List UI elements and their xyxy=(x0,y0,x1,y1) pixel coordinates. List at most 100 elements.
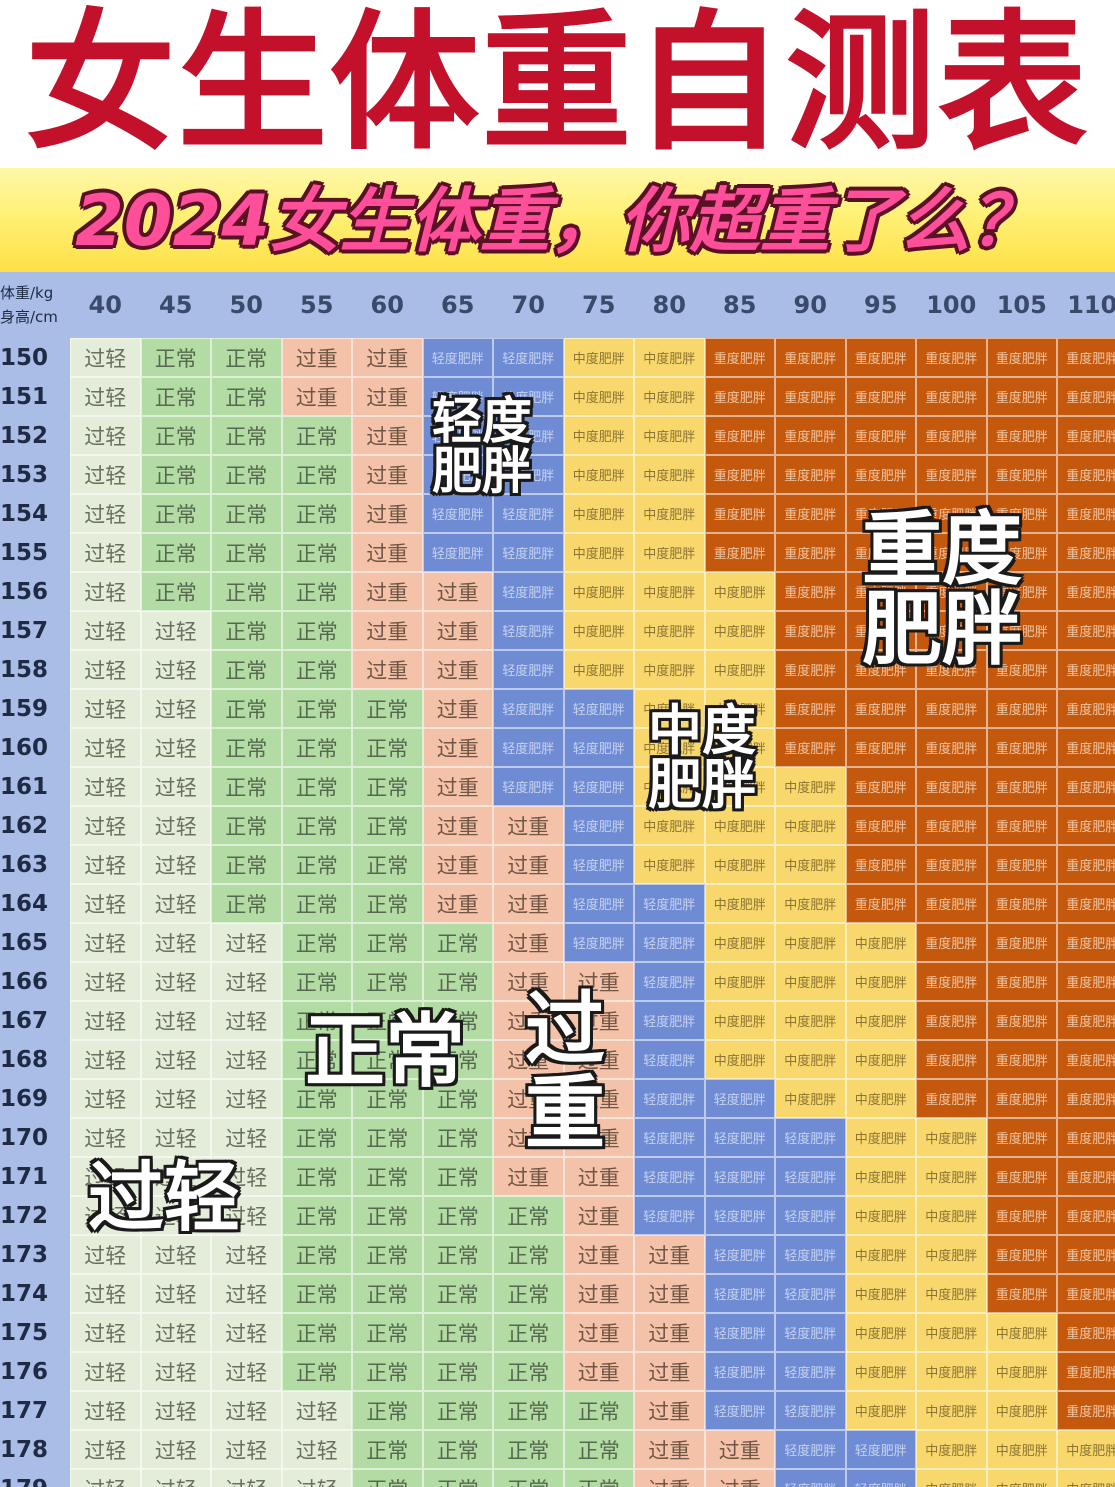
table-cell-mild-obese: 轻度肥胖 xyxy=(493,728,564,767)
table-cell-severe-obese: 重度肥胖 xyxy=(1057,1196,1115,1235)
table-cell-severe-obese: 重度肥胖 xyxy=(1057,767,1115,806)
weight-header-70: 70 xyxy=(493,272,564,338)
table-cell-moderate-obese: 中度肥胖 xyxy=(916,1352,987,1391)
table-cell-severe-obese: 重度肥胖 xyxy=(986,455,1057,494)
height-label-174: 174 xyxy=(0,1274,70,1313)
table-cell-severe-obese: 重度肥胖 xyxy=(1057,533,1115,572)
table-cell-moderate-obese: 中度肥胖 xyxy=(845,1157,916,1196)
table-cell-overweight: 过重 xyxy=(493,962,564,1001)
table-cell-moderate-obese: 中度肥胖 xyxy=(775,767,846,806)
table-cell-moderate-obese: 中度肥胖 xyxy=(634,806,705,845)
table-cell-moderate-obese: 中度肥胖 xyxy=(704,962,775,1001)
table-cell-underweight: 过轻 xyxy=(70,611,141,650)
height-label-163: 163 xyxy=(0,845,70,884)
table-cell-underweight: 过轻 xyxy=(140,1391,211,1430)
table-cell-severe-obese: 重度肥胖 xyxy=(986,806,1057,845)
table-cell-overweight: 过重 xyxy=(493,806,564,845)
table-cell-underweight: 过轻 xyxy=(70,1001,141,1040)
table-cell-overweight: 过重 xyxy=(422,689,493,728)
table-cell-moderate-obese: 中度肥胖 xyxy=(916,1235,987,1274)
table-cell-mild-obese: 轻度肥胖 xyxy=(775,1430,846,1469)
table-cell-severe-obese: 重度肥胖 xyxy=(916,1040,987,1079)
table-cell-severe-obese: 重度肥胖 xyxy=(845,884,916,923)
table-cell-severe-obese: 重度肥胖 xyxy=(986,1235,1057,1274)
table-cell-normal: 正常 xyxy=(352,1118,423,1157)
table-cell-normal: 正常 xyxy=(281,884,352,923)
table-cell-severe-obese: 重度肥胖 xyxy=(916,572,987,611)
height-label-168: 168 xyxy=(0,1040,70,1079)
table-cell-underweight: 过轻 xyxy=(140,923,211,962)
table-cell-underweight: 过轻 xyxy=(70,1391,141,1430)
table-cell-normal: 正常 xyxy=(211,767,282,806)
table-cell-underweight: 过轻 xyxy=(140,1118,211,1157)
table-cell-severe-obese: 重度肥胖 xyxy=(1057,1001,1115,1040)
table-cell-severe-obese: 重度肥胖 xyxy=(1057,338,1115,377)
table-cell-overweight: 过重 xyxy=(563,1196,634,1235)
table-cell-mild-obese: 轻度肥胖 xyxy=(845,1469,916,1487)
table-cell-overweight: 过重 xyxy=(634,1352,705,1391)
table-cell-normal: 正常 xyxy=(281,572,352,611)
table-cell-normal: 正常 xyxy=(422,1001,493,1040)
table-cell-normal: 正常 xyxy=(352,1313,423,1352)
table-cell-normal: 正常 xyxy=(281,1352,352,1391)
table-cell-normal: 正常 xyxy=(211,338,282,377)
table-cell-moderate-obese: 中度肥胖 xyxy=(634,533,705,572)
table-cell-moderate-obese: 中度肥胖 xyxy=(704,884,775,923)
subtitle-band xyxy=(0,168,1115,272)
table-cell-normal: 正常 xyxy=(140,377,211,416)
table-cell-normal: 正常 xyxy=(493,1196,564,1235)
table-cell-severe-obese: 重度肥胖 xyxy=(916,806,987,845)
table-cell-normal: 正常 xyxy=(352,806,423,845)
table-cell-underweight: 过轻 xyxy=(70,1196,141,1235)
table-cell-severe-obese: 重度肥胖 xyxy=(704,455,775,494)
table-cell-underweight: 过轻 xyxy=(211,962,282,1001)
table-cell-severe-obese: 重度肥胖 xyxy=(916,494,987,533)
table-cell-severe-obese: 重度肥胖 xyxy=(1057,962,1115,1001)
table-cell-overweight: 过重 xyxy=(493,1001,564,1040)
table-cell-overweight: 过重 xyxy=(563,1274,634,1313)
table-cell-mild-obese: 轻度肥胖 xyxy=(704,1352,775,1391)
table-cell-normal: 正常 xyxy=(493,1274,564,1313)
table-cell-moderate-obese: 中度肥胖 xyxy=(845,1001,916,1040)
table-cell-moderate-obese: 中度肥胖 xyxy=(916,1391,987,1430)
table-cell-overweight: 过重 xyxy=(352,650,423,689)
table-cell-moderate-obese: 中度肥胖 xyxy=(775,1001,846,1040)
table-cell-normal: 正常 xyxy=(352,767,423,806)
height-label-164: 164 xyxy=(0,884,70,923)
table-cell-underweight: 过轻 xyxy=(140,611,211,650)
table-cell-normal: 正常 xyxy=(422,1352,493,1391)
height-label-151: 151 xyxy=(0,377,70,416)
table-cell-severe-obese: 重度肥胖 xyxy=(1057,1313,1115,1352)
table-cell-moderate-obese: 中度肥胖 xyxy=(563,494,634,533)
table-cell-normal: 正常 xyxy=(211,377,282,416)
height-label-156: 156 xyxy=(0,572,70,611)
table-cell-overweight: 过重 xyxy=(563,1352,634,1391)
table-cell-moderate-obese: 中度肥胖 xyxy=(845,1118,916,1157)
table-cell-mild-obese: 轻度肥胖 xyxy=(704,1235,775,1274)
weight-header-105: 105 xyxy=(986,272,1057,338)
table-cell-normal: 正常 xyxy=(281,533,352,572)
height-label-166: 166 xyxy=(0,962,70,1001)
height-axis-label: 身高/cm xyxy=(0,308,58,326)
table-cell-severe-obese: 重度肥胖 xyxy=(1057,1391,1115,1430)
table-cell-normal: 正常 xyxy=(352,1352,423,1391)
table-cell-underweight: 过轻 xyxy=(140,1040,211,1079)
table-cell-underweight: 过轻 xyxy=(140,806,211,845)
table-cell-normal: 正常 xyxy=(140,533,211,572)
table-cell-mild-obese: 轻度肥胖 xyxy=(775,1313,846,1352)
table-cell-normal: 正常 xyxy=(140,455,211,494)
table-cell-mild-obese: 轻度肥胖 xyxy=(704,1313,775,1352)
table-cell-mild-obese: 轻度肥胖 xyxy=(775,1352,846,1391)
table-cell-moderate-obese: 中度肥胖 xyxy=(634,650,705,689)
table-cell-underweight: 过轻 xyxy=(211,923,282,962)
table-cell-mild-obese: 轻度肥胖 xyxy=(775,1196,846,1235)
table-cell-moderate-obese: 中度肥胖 xyxy=(563,572,634,611)
table-cell-overweight: 过重 xyxy=(352,572,423,611)
table-cell-moderate-obese: 中度肥胖 xyxy=(845,962,916,1001)
table-cell-overweight: 过重 xyxy=(634,1391,705,1430)
table-cell-moderate-obese: 中度肥胖 xyxy=(563,338,634,377)
table-cell-overweight: 过重 xyxy=(493,923,564,962)
table-cell-underweight: 过轻 xyxy=(70,1118,141,1157)
table-cell-severe-obese: 重度肥胖 xyxy=(916,455,987,494)
table-cell-severe-obese: 重度肥胖 xyxy=(916,884,987,923)
